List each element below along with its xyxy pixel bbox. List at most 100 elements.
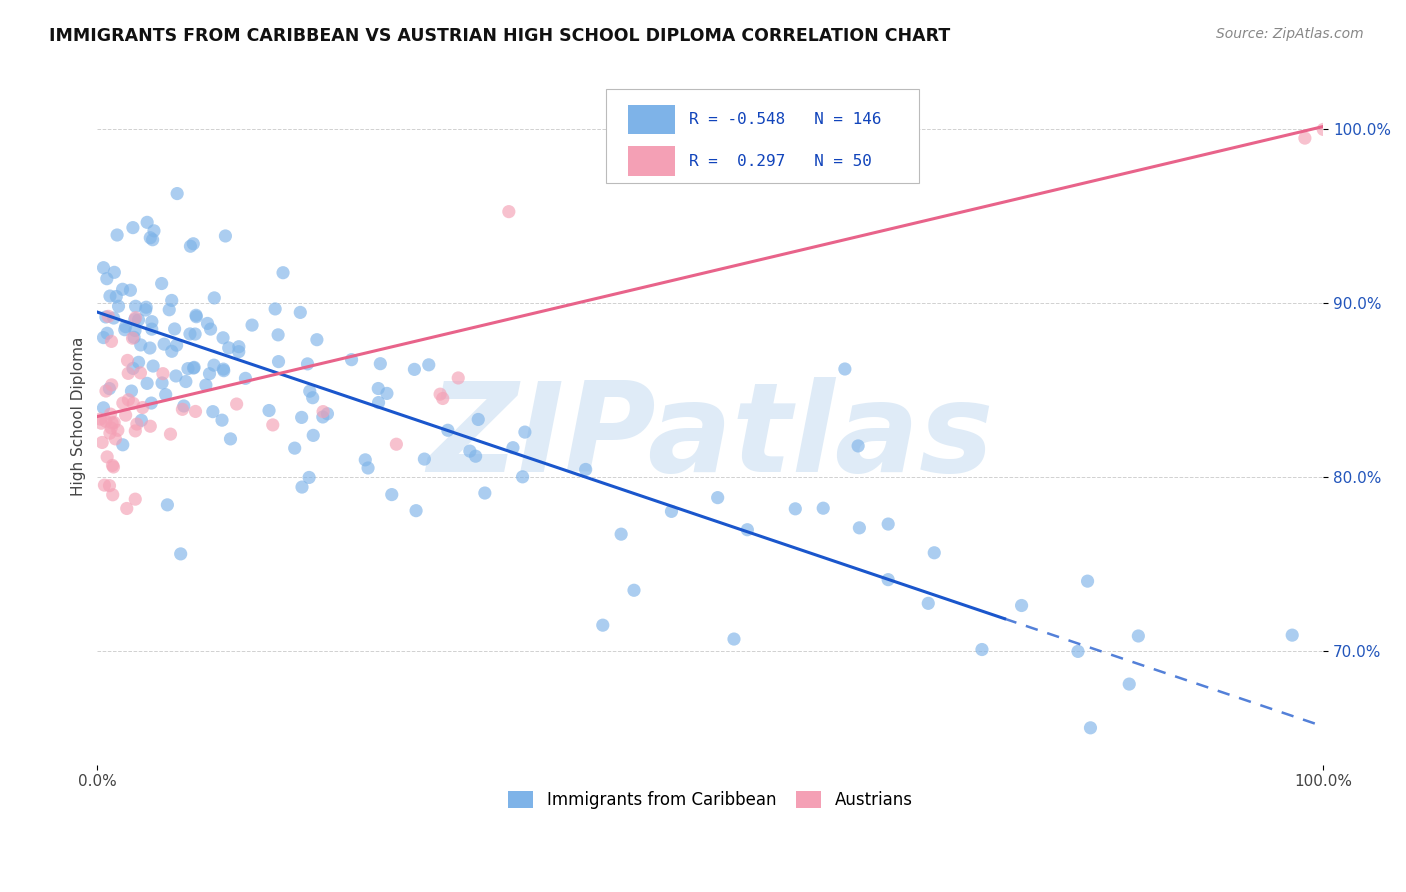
Point — [184, 308, 207, 322]
Point — [211, 413, 233, 427]
Point — [212, 362, 235, 376]
Point — [150, 376, 173, 390]
Point — [117, 367, 139, 381]
FancyBboxPatch shape — [628, 104, 675, 134]
Point — [117, 392, 139, 407]
Point — [381, 487, 404, 501]
Point — [165, 368, 187, 383]
Point — [811, 501, 834, 516]
Point — [367, 395, 389, 409]
Point — [354, 453, 377, 467]
Point — [122, 330, 145, 344]
Point — [846, 439, 869, 453]
Point — [174, 375, 197, 389]
Point — [284, 441, 307, 455]
Point — [498, 204, 520, 219]
Point — [464, 449, 486, 463]
Point — [114, 323, 136, 337]
Point — [186, 310, 208, 324]
Point — [141, 315, 163, 329]
Point — [152, 367, 174, 381]
Point — [166, 338, 188, 352]
Point — [271, 266, 294, 280]
Point — [267, 354, 290, 368]
Point — [100, 334, 122, 349]
Point — [103, 416, 125, 430]
Point — [513, 425, 536, 439]
Point — [214, 229, 236, 244]
Point — [340, 352, 363, 367]
Point — [184, 326, 207, 341]
Text: Source: ZipAtlas.com: Source: ZipAtlas.com — [1216, 27, 1364, 41]
Point — [139, 231, 162, 245]
Point — [124, 312, 146, 326]
Point — [128, 313, 150, 327]
Point — [202, 291, 225, 305]
Point — [142, 233, 165, 247]
Point — [970, 642, 993, 657]
Point — [262, 417, 284, 432]
Point — [103, 265, 125, 279]
Point — [98, 382, 121, 396]
Point — [661, 504, 683, 518]
Point — [877, 516, 900, 531]
Point — [96, 326, 118, 341]
Point — [235, 371, 257, 385]
Point — [103, 311, 125, 326]
Point — [257, 403, 280, 417]
Point — [312, 404, 335, 418]
Point — [291, 410, 314, 425]
Point — [290, 305, 312, 319]
Point — [107, 423, 129, 437]
Point — [183, 360, 205, 375]
FancyBboxPatch shape — [606, 89, 918, 184]
Point — [592, 618, 614, 632]
Point — [1067, 644, 1090, 658]
Point — [131, 401, 153, 415]
Point — [179, 239, 201, 253]
Point — [834, 362, 856, 376]
Point — [218, 341, 240, 355]
Point — [197, 317, 219, 331]
Point — [474, 486, 496, 500]
Point — [298, 470, 321, 484]
Point — [114, 319, 136, 334]
Point — [1118, 677, 1140, 691]
Point — [219, 432, 242, 446]
Point — [125, 417, 148, 431]
Point — [100, 407, 122, 421]
Point — [105, 289, 128, 303]
Point — [98, 426, 121, 441]
Point — [447, 371, 470, 385]
Point — [785, 501, 807, 516]
Point — [100, 421, 122, 435]
Point — [264, 301, 287, 316]
Point — [375, 386, 398, 401]
Point — [135, 300, 157, 314]
Point — [122, 220, 145, 235]
Point — [194, 378, 217, 392]
Point — [198, 367, 221, 381]
Point — [93, 260, 115, 275]
Point — [385, 437, 408, 451]
Point — [153, 337, 176, 351]
Point — [114, 408, 136, 422]
Point — [142, 359, 165, 373]
Point — [155, 387, 177, 401]
Point — [96, 450, 118, 464]
Point — [117, 353, 139, 368]
Point — [94, 414, 117, 428]
Point — [512, 470, 534, 484]
Point — [877, 573, 900, 587]
Point — [212, 364, 235, 378]
Point — [200, 322, 222, 336]
Point — [1080, 721, 1102, 735]
Point — [139, 341, 162, 355]
Text: R =  0.297   N = 50: R = 0.297 N = 50 — [689, 153, 872, 169]
Point — [143, 224, 166, 238]
Point — [103, 460, 125, 475]
Point — [357, 461, 380, 475]
Point — [418, 358, 440, 372]
Point — [917, 596, 939, 610]
Y-axis label: High School Diploma: High School Diploma — [72, 337, 86, 496]
